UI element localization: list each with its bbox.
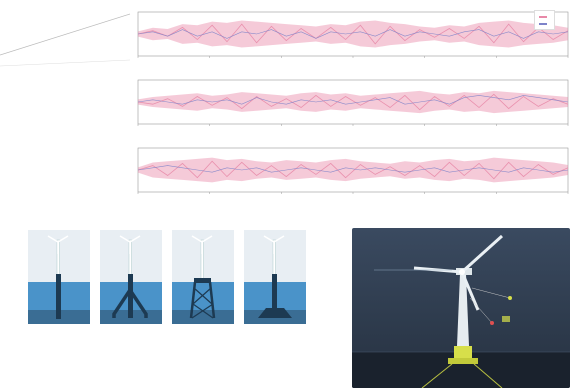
plot-area xyxy=(137,147,569,193)
chart-legend xyxy=(534,10,555,30)
timeseries-chart-1 xyxy=(137,11,569,58)
series-line xyxy=(137,29,569,39)
series-band xyxy=(138,20,568,48)
timeseries-chart-3 xyxy=(137,147,569,194)
legend-swatch xyxy=(539,15,547,18)
foundation-monopile xyxy=(28,230,90,324)
timeseries-charts xyxy=(120,8,577,208)
legend-swatch xyxy=(539,22,547,25)
series-line xyxy=(137,160,569,180)
legend-entry xyxy=(539,20,550,27)
foundation-gravity-base xyxy=(244,230,306,324)
foundation-types xyxy=(28,230,308,326)
series-band xyxy=(138,90,568,114)
series-line xyxy=(137,23,569,45)
series-line xyxy=(137,93,569,111)
timeseries-chart-2 xyxy=(137,79,569,126)
series-line xyxy=(137,95,569,105)
plot-area xyxy=(137,79,569,125)
floating-turbine-illustration xyxy=(352,228,570,388)
turbine-graphic xyxy=(352,228,570,388)
series-band xyxy=(138,157,568,183)
legend-entry xyxy=(539,13,550,20)
foundation-jacket xyxy=(172,230,234,324)
series-line xyxy=(137,165,569,173)
connector-lines xyxy=(0,13,131,67)
left-colorbar xyxy=(0,60,40,210)
foundation-tripod xyxy=(100,230,162,324)
